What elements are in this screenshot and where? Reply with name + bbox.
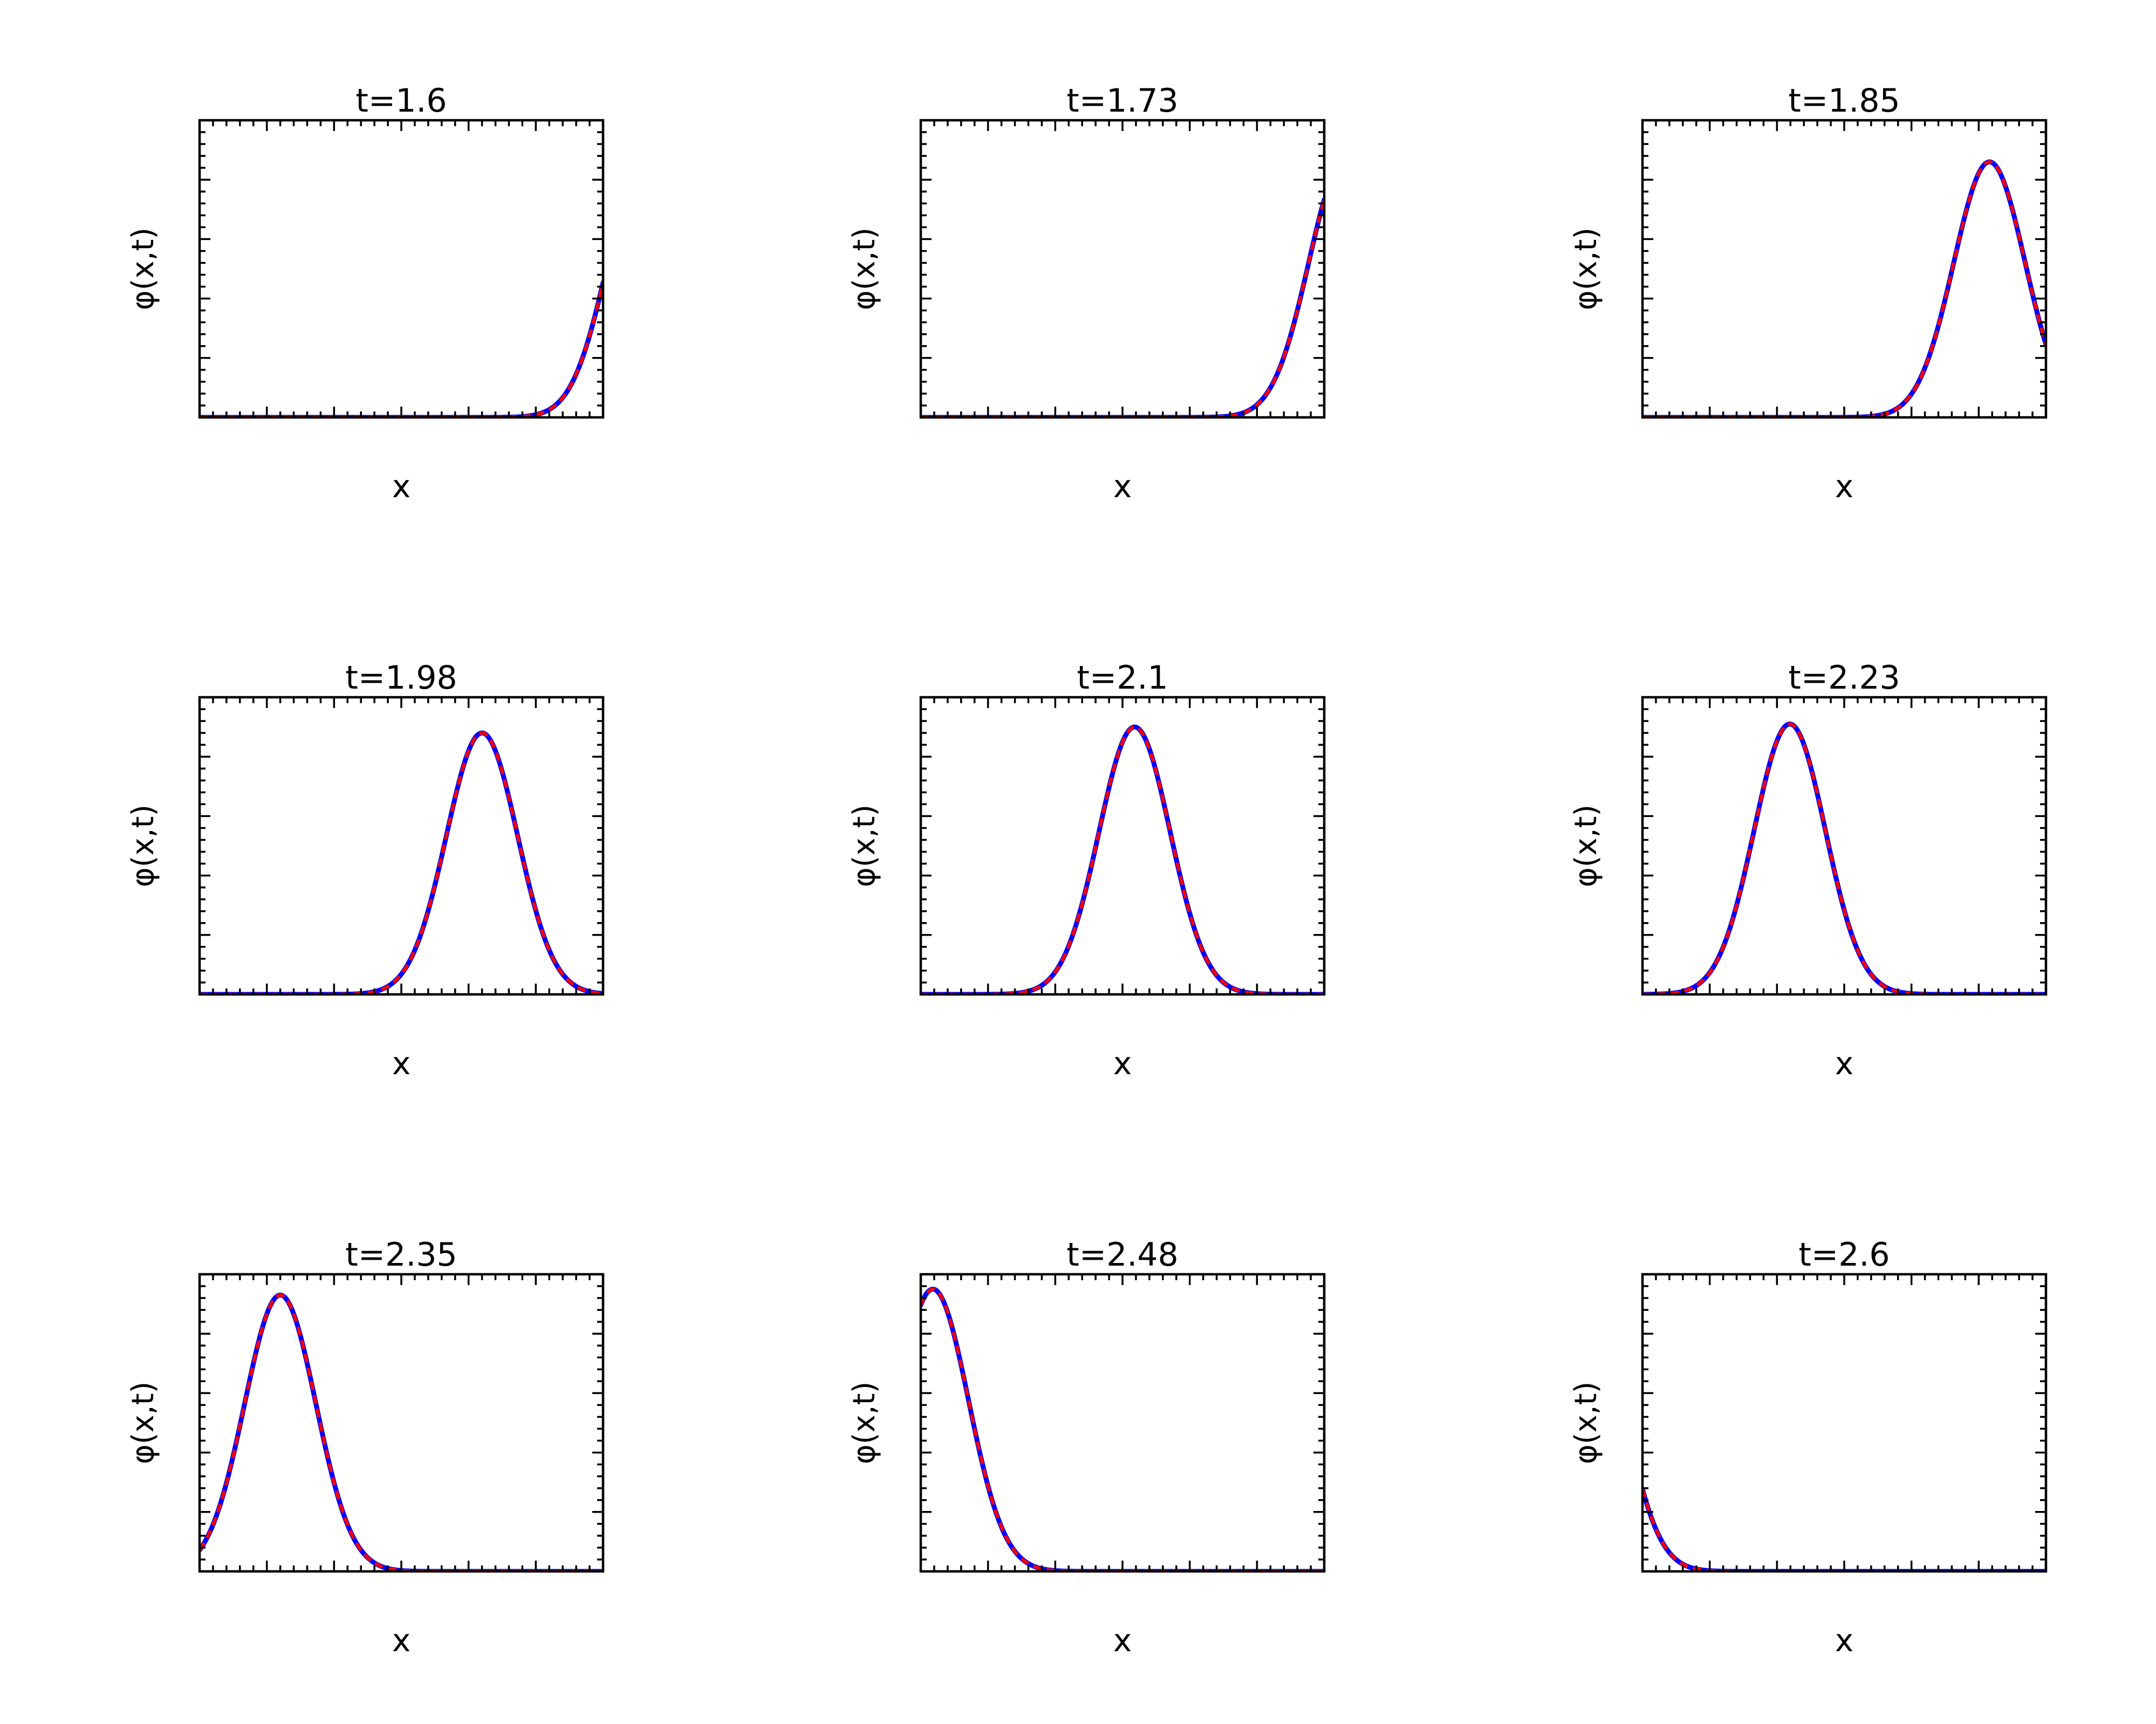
axes-frame	[198, 1273, 605, 1573]
axes-frame	[1641, 696, 2048, 996]
panel-title: t=2.35	[345, 1236, 457, 1274]
panel-title: t=1.73	[1066, 82, 1178, 120]
x-axis-label: x	[392, 1622, 410, 1659]
axes-frame	[198, 119, 605, 419]
series-numerical	[921, 724, 1324, 994]
series-numerical	[200, 730, 603, 994]
series-exact	[200, 1293, 603, 1571]
series-exact	[200, 282, 603, 417]
series-exact	[1642, 1488, 1733, 1571]
series-numerical	[921, 197, 1324, 417]
panel-3: t=1.85 x φ(x,t)	[1569, 82, 2048, 505]
panel-title: t=2.23	[1788, 659, 1900, 697]
y-axis-label: φ(x,t)	[847, 1382, 882, 1465]
panel-5: t=2.1 x φ(x,t)	[847, 659, 1326, 1082]
panel-title: t=2.48	[1066, 1236, 1178, 1274]
panel-6: t=2.23 x φ(x,t)	[1569, 659, 2048, 1082]
series-exact	[921, 1287, 1324, 1571]
y-axis-label: φ(x,t)	[126, 228, 161, 311]
series-numerical	[200, 280, 603, 417]
axis-ticks	[920, 696, 1325, 995]
plot-area	[1642, 722, 2046, 994]
axis-ticks	[1641, 1273, 2047, 1572]
panel-8: t=2.48 x φ(x,t)	[847, 1236, 1326, 1659]
series-exact	[921, 199, 1324, 417]
axes-frame	[198, 696, 605, 996]
x-axis-label: x	[1113, 468, 1132, 505]
x-axis-label: x	[1835, 468, 1853, 505]
axis-ticks	[199, 696, 604, 995]
y-axis-label: φ(x,t)	[1569, 805, 1604, 888]
x-axis-label: x	[1835, 1622, 1853, 1659]
axis-ticks	[199, 119, 604, 418]
plot-area	[200, 1293, 603, 1571]
series-exact	[1642, 160, 2046, 417]
series-numerical	[1642, 1487, 2046, 1571]
y-axis-label: φ(x,t)	[1569, 228, 1604, 311]
axes-frame	[919, 696, 1326, 996]
axes-frame	[919, 1273, 1326, 1573]
series-exact	[200, 731, 603, 994]
axes-frame	[919, 119, 1326, 419]
y-axis-label: φ(x,t)	[126, 805, 161, 888]
y-axis-label: φ(x,t)	[847, 228, 882, 311]
y-axis-label: φ(x,t)	[126, 1382, 161, 1465]
panel-2: t=1.73 x φ(x,t)	[847, 82, 1326, 505]
axis-ticks	[920, 1273, 1325, 1572]
plot-area	[200, 280, 603, 417]
series-numerical	[1642, 722, 2046, 994]
series-numerical	[1642, 159, 2046, 417]
panel-title: t=1.98	[345, 659, 457, 697]
axes-frame	[1641, 1273, 2048, 1573]
plot-area	[200, 730, 603, 994]
x-axis-label: x	[392, 468, 410, 505]
axis-ticks	[199, 1273, 604, 1572]
panel-title: t=2.1	[1077, 659, 1168, 697]
plot-area	[921, 197, 1324, 417]
x-axis-label: x	[392, 1045, 410, 1082]
panel-title: t=1.85	[1788, 82, 1900, 120]
x-axis-label: x	[1113, 1045, 1132, 1082]
plot-area	[921, 1287, 1324, 1571]
y-axis-label: φ(x,t)	[1569, 1382, 1604, 1465]
plot-area	[921, 724, 1324, 994]
panel-1: t=1.6 x φ(x,t)	[126, 82, 605, 505]
y-axis-label: φ(x,t)	[847, 805, 882, 888]
x-axis-label: x	[1835, 1045, 1853, 1082]
panel-4: t=1.98 x φ(x,t)	[126, 659, 605, 1082]
axis-ticks	[920, 119, 1325, 418]
panel-9: t=2.6 x φ(x,t)	[1569, 1236, 2048, 1659]
series-numerical	[200, 1293, 603, 1571]
series-exact	[1642, 722, 2046, 994]
axes-frame	[1641, 119, 2048, 419]
panel-title: t=2.6	[1798, 1236, 1890, 1274]
panel-title: t=1.6	[355, 82, 447, 120]
series-exact	[921, 725, 1324, 994]
axis-ticks	[1641, 696, 2047, 995]
plot-area	[1642, 159, 2046, 417]
panel-7: t=2.35 x φ(x,t)	[126, 1236, 605, 1659]
plot-area	[1642, 1487, 2046, 1571]
x-axis-label: x	[1113, 1622, 1132, 1659]
series-numerical	[921, 1287, 1324, 1571]
